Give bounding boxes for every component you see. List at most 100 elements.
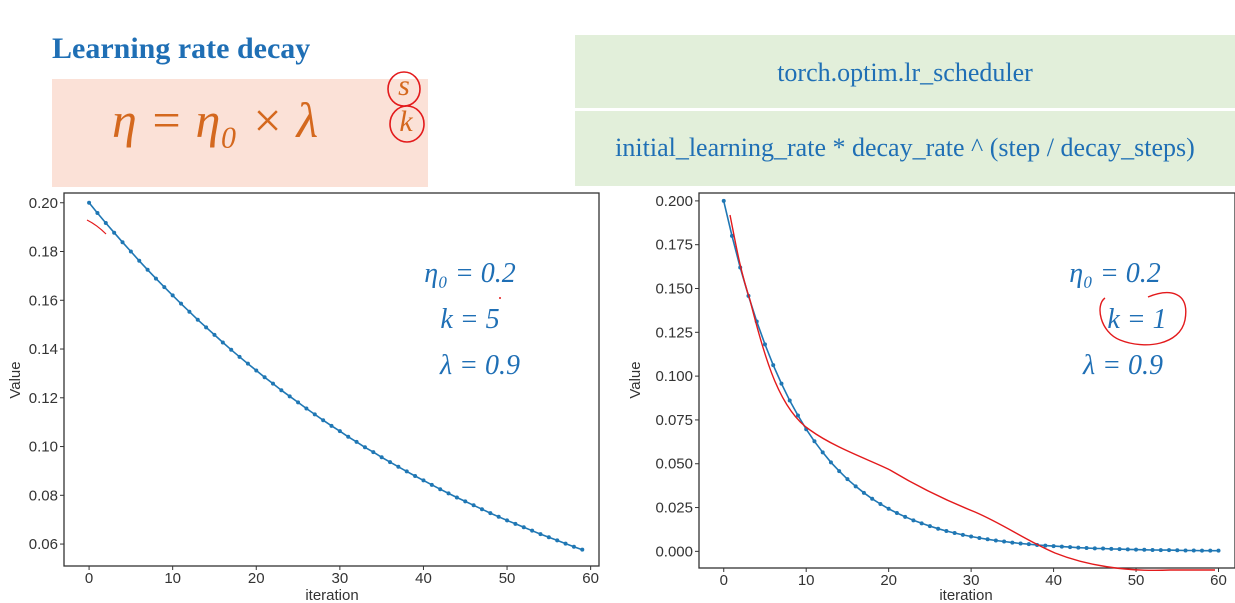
- data-point: [563, 541, 568, 546]
- data-point: [828, 460, 833, 465]
- slide-title: Learning rate decay: [52, 32, 311, 65]
- y-tick-label: 0.075: [655, 412, 693, 429]
- data-point: [1059, 544, 1064, 549]
- data-point: [1117, 547, 1122, 552]
- data-point: [187, 309, 192, 314]
- data-point: [354, 439, 359, 444]
- y-tick-label: 0.050: [655, 456, 693, 473]
- data-point: [279, 388, 284, 393]
- data-point: [95, 210, 100, 215]
- data-point: [170, 293, 175, 298]
- data-point: [837, 469, 842, 474]
- data-point: [1002, 539, 1007, 544]
- data-point: [145, 267, 150, 272]
- exponent-k-circle: [389, 105, 425, 143]
- plot-frame: [698, 192, 1235, 569]
- formula-box: η = η₀ × λ s k: [52, 69, 428, 187]
- data-point: [488, 511, 493, 516]
- x-tick-label: 30: [963, 572, 980, 589]
- data-point: [229, 347, 234, 352]
- data-point: [795, 413, 800, 418]
- x-tick-label: 40: [415, 570, 432, 587]
- exponent-annotation: s k: [387, 69, 425, 143]
- data-point: [103, 220, 108, 225]
- data-point: [404, 469, 409, 474]
- data-point: [346, 434, 351, 439]
- data-point: [463, 499, 468, 504]
- data-point: [812, 439, 817, 444]
- x-tick-label: 40: [1045, 572, 1062, 589]
- data-point: [195, 317, 200, 322]
- data-point: [936, 526, 941, 531]
- data-point: [969, 534, 974, 539]
- data-point: [538, 532, 543, 537]
- data-point: [1134, 547, 1139, 552]
- data-point: [1216, 548, 1221, 553]
- data-point: [919, 521, 924, 526]
- y-tick-label: 0.16: [29, 292, 58, 309]
- data-point: [446, 491, 451, 496]
- data-point: [479, 507, 484, 512]
- x-tick-label: 50: [499, 570, 516, 587]
- data-point: [787, 398, 792, 403]
- data-point: [212, 332, 217, 337]
- y-tick-label: 0.12: [29, 390, 58, 407]
- data-point: [237, 354, 242, 359]
- data-point: [911, 518, 916, 523]
- data-point: [894, 510, 899, 515]
- data-point: [1183, 548, 1188, 553]
- y-axis-label: Value: [7, 361, 24, 398]
- data-point: [312, 412, 317, 417]
- data-point: [729, 233, 734, 238]
- annotation-k: k = 5: [440, 304, 499, 335]
- data-point: [977, 536, 982, 541]
- data-point: [1200, 548, 1205, 553]
- api-divider: [575, 108, 1235, 111]
- data-point: [960, 532, 965, 537]
- x-tick-label: 60: [582, 570, 599, 587]
- data-point: [878, 502, 883, 507]
- y-tick-label: 0.025: [655, 500, 693, 517]
- ink-circle: [1099, 292, 1187, 346]
- exponent-k: k: [399, 105, 413, 138]
- x-tick-label: 0: [85, 570, 93, 587]
- y-axis-label: Value: [627, 361, 644, 398]
- data-point: [721, 198, 726, 203]
- data-point: [1150, 547, 1155, 552]
- chart-k5: 0 10 20 30 40 50 60 0.06 0.08 0.10 0.12 0.14 0.16 0.1…: [7, 192, 600, 603]
- data-point: [1158, 548, 1163, 553]
- data-point: [362, 445, 367, 450]
- annotation-lambda: λ = 0.9: [1082, 350, 1163, 381]
- ink-dot: [499, 297, 501, 299]
- data-point: [1092, 546, 1097, 551]
- data-point: [903, 514, 908, 519]
- x-tick-label: 20: [248, 570, 265, 587]
- x-tick-label: 20: [880, 572, 897, 589]
- data-point: [505, 518, 510, 523]
- data-point: [120, 240, 125, 245]
- chart-k1: 0 10 20 30 40 50 60 0.000 0.025 0.050 0.075 0.100 0.…: [627, 192, 1235, 603]
- data-point: [304, 406, 309, 411]
- data-point: [1076, 545, 1081, 550]
- data-point: [1125, 547, 1130, 552]
- data-point: [1084, 546, 1089, 551]
- ink-stroke: [86, 219, 107, 235]
- data-point: [845, 477, 850, 482]
- data-point: [1018, 541, 1023, 546]
- data-point: [220, 340, 225, 345]
- data-point: [870, 496, 875, 501]
- data-point: [952, 530, 957, 535]
- data-point: [87, 200, 92, 205]
- api-box: torch.optim.lr_scheduler initial_learnin…: [575, 35, 1235, 186]
- ink-curve: [729, 214, 1215, 572]
- data-point: [1175, 548, 1180, 553]
- data-point: [128, 249, 133, 254]
- y-tick-label: 0.000: [655, 543, 693, 560]
- annotation-lambda: λ = 0.9: [439, 350, 520, 381]
- data-point: [438, 487, 443, 492]
- data-point: [762, 342, 767, 347]
- data-point: [580, 547, 585, 552]
- data-point: [254, 368, 259, 373]
- data-point: [530, 528, 535, 533]
- y-tick-label: 0.14: [29, 341, 58, 358]
